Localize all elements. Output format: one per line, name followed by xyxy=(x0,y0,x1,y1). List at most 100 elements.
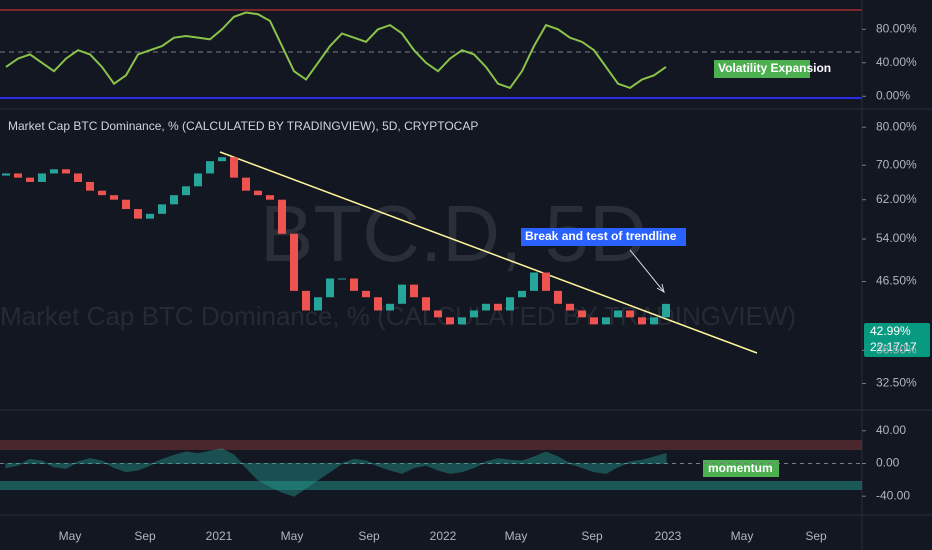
candle xyxy=(38,173,46,182)
candle xyxy=(410,284,418,298)
candle xyxy=(26,177,34,182)
candle xyxy=(254,190,262,196)
arrow xyxy=(629,249,665,293)
y-tick-label: 62.00% xyxy=(876,192,917,206)
y-tick-label: 0.00 xyxy=(876,456,900,470)
x-tick-label: Sep xyxy=(581,529,603,543)
candle xyxy=(386,303,394,311)
candle xyxy=(218,157,226,162)
candle xyxy=(590,317,598,325)
candle xyxy=(530,272,538,291)
candle xyxy=(422,297,430,311)
candle xyxy=(86,181,94,191)
candle xyxy=(446,317,454,325)
candle xyxy=(470,310,478,318)
countdown: 22:17:17 xyxy=(870,340,917,354)
candle xyxy=(554,290,562,304)
candle xyxy=(638,317,646,325)
y-tick-label: 0.00% xyxy=(876,88,910,102)
annotation-box xyxy=(714,60,810,78)
candle xyxy=(194,173,202,187)
y-tick-label: 40.00% xyxy=(876,55,917,69)
y-tick-label: 70.00% xyxy=(876,157,917,171)
candle xyxy=(230,157,238,178)
candle xyxy=(326,278,334,298)
candle xyxy=(14,173,22,178)
candle xyxy=(170,195,178,205)
arrow-head xyxy=(656,283,665,294)
last-price: 42.99% xyxy=(870,324,911,338)
price-label-box xyxy=(864,323,930,357)
y-tick-label: 80.00% xyxy=(876,21,917,35)
annotation: Volatility Expansion xyxy=(718,61,831,75)
y-tick-label: 46.50% xyxy=(876,274,917,288)
watermark-subtitle: Market Cap BTC Dominance, % (CALCULATED … xyxy=(0,301,796,331)
x-tick-label: May xyxy=(281,529,304,543)
annotation-box xyxy=(521,228,686,246)
candle xyxy=(614,310,622,318)
candle xyxy=(158,204,166,214)
candle xyxy=(650,317,658,325)
candle xyxy=(602,317,610,325)
annotation-box xyxy=(703,460,779,477)
annotation: Break and test of trendline xyxy=(525,229,677,243)
y-tick-label: -40.00 xyxy=(876,488,910,502)
candle xyxy=(362,290,370,298)
candle xyxy=(50,169,58,174)
candle xyxy=(458,317,466,325)
candle xyxy=(182,186,190,196)
candle xyxy=(290,233,298,291)
candle xyxy=(2,173,10,176)
x-tick-label: 2023 xyxy=(655,529,682,543)
candle xyxy=(350,278,358,291)
candle xyxy=(134,209,142,219)
candle xyxy=(110,195,118,200)
x-tick-label: Sep xyxy=(134,529,156,543)
candle xyxy=(74,173,82,182)
annotation: momentum xyxy=(708,461,773,475)
candle xyxy=(434,310,442,318)
candle xyxy=(122,199,130,210)
candle xyxy=(626,310,634,318)
candle xyxy=(542,272,550,291)
y-tick-label: 54.00% xyxy=(876,231,917,245)
x-tick-label: 2022 xyxy=(430,529,457,543)
overbought-zone xyxy=(0,440,862,450)
x-tick-label: May xyxy=(731,529,754,543)
oscillator-line xyxy=(5,11,667,90)
candle xyxy=(314,297,322,311)
x-tick-label: 2021 xyxy=(206,529,233,543)
x-tick-label: Sep xyxy=(358,529,380,543)
candle xyxy=(518,290,526,298)
candle xyxy=(146,213,154,219)
candle xyxy=(506,297,514,311)
y-tick-label: 40.00 xyxy=(876,423,906,437)
candle xyxy=(482,303,490,311)
candle xyxy=(566,303,574,311)
x-tick-label: May xyxy=(505,529,528,543)
x-tick-label: Sep xyxy=(805,529,827,543)
y-tick-label: 32.50% xyxy=(876,376,917,390)
candle xyxy=(338,278,346,280)
candle xyxy=(242,177,250,191)
candle xyxy=(302,290,310,311)
candle xyxy=(206,161,214,174)
trendline xyxy=(219,151,758,354)
candle xyxy=(62,169,70,174)
candle xyxy=(398,284,406,304)
x-tick-label: May xyxy=(59,529,82,543)
candle xyxy=(494,303,502,311)
oversold-zone xyxy=(0,481,862,490)
candle xyxy=(98,190,106,196)
y-tick-label: 36.50% xyxy=(876,343,917,357)
y-tick-label: 80.00% xyxy=(876,119,917,133)
candle xyxy=(662,303,670,318)
candle xyxy=(374,297,382,311)
candle xyxy=(278,199,286,234)
candle xyxy=(266,195,274,200)
chart-title: Market Cap BTC Dominance, % (CALCULATED … xyxy=(8,119,478,133)
candle xyxy=(578,310,586,318)
momentum-area xyxy=(5,448,667,497)
